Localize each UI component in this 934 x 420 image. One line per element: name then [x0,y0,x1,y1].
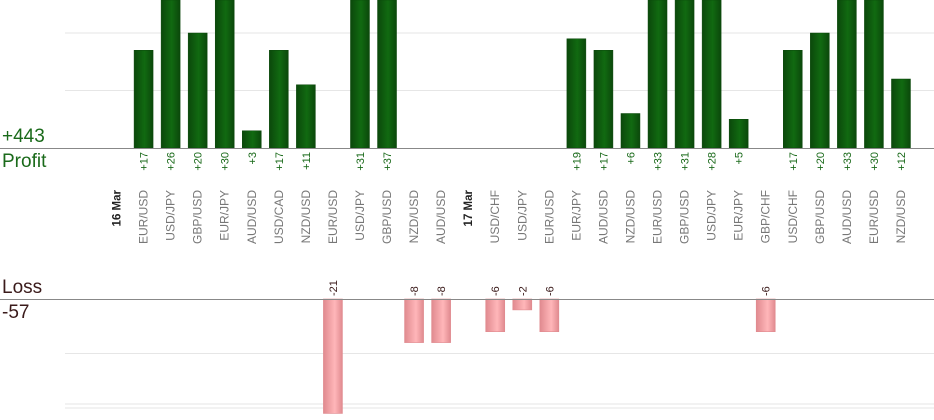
category-label: GBP/USD [813,190,827,244]
category-label: USD/JPY [353,190,367,241]
category-label: EUR/USD [867,190,881,244]
loss-label: Loss [2,277,43,298]
category-label: NZD/USD [299,190,313,244]
category-label: USD/JPY [515,190,529,241]
profit-label: Profit [2,151,47,172]
category-label: GBP/CHF [759,190,773,243]
profit-bar [377,0,397,149]
profit-value-label: +6 [625,152,637,165]
profit-value-label: +17 [139,152,151,171]
profit-value-label: +28 [707,152,719,171]
profit-value-label: +17 [788,152,800,171]
loss-value-label: -6 [544,286,556,296]
profit-value-label: +17 [274,152,286,171]
profit-value-label: +33 [842,152,854,171]
value-labels: +17 +26 +20 +30 +3 +17 +11 -21 +31 +37 -8 -8 -6 -2 -6 +… [139,152,908,296]
profit-bar [647,0,668,149]
profit-value-label: +20 [193,152,205,171]
profit-bar [296,84,316,149]
profit-value-label: +37 [382,152,394,171]
axes [0,148,934,300]
category-label: USD/JPY [705,190,719,241]
category-label: EUR/JPY [732,190,746,241]
category-label: USD/CAD [272,190,286,244]
category-label: GBP/USD [678,190,692,244]
loss-bar [485,298,506,333]
profit-bar [566,38,587,149]
profit-bar [133,50,154,149]
category-label: USD/JPY [164,190,178,241]
category-label: NZD/USD [623,190,637,244]
profit-value-label: +17 [598,152,610,171]
loss-bar [404,298,424,343]
category-label: AUD/USD [434,190,448,244]
profit-value-label: +19 [571,152,583,171]
profit-bar [783,50,803,149]
category-label: AUD/USD [596,190,610,244]
loss-bar [512,298,533,311]
loss-bar [431,298,451,343]
profit-bar [350,0,370,149]
loss-value-label: -21 [328,280,340,296]
category-label: USD/CHF [786,190,800,243]
loss-value-label: -6 [761,286,773,296]
date-marker-label: 17 Mar [463,189,475,226]
profit-bar [891,78,911,149]
profit-value-label: +31 [680,152,692,171]
profit-bar [242,130,262,149]
profit-total: +443 [2,126,45,147]
category-label: USD/CHF [488,190,502,243]
profit-bar [728,119,749,149]
profit-bar [187,32,208,149]
category-label: EUR/JPY [569,190,583,241]
loss-total: -57 [2,302,30,323]
category-label: GBP/USD [191,190,205,244]
profit-value-label: +26 [166,152,178,171]
category-label: NZD/USD [894,190,908,244]
loss-bar [539,298,560,333]
profit-value-label: +20 [815,152,827,171]
category-label: AUD/USD [840,190,854,244]
loss-value-label: -8 [436,286,448,296]
category-label: EUR/USD [651,190,665,244]
date-marker-label: 16 Mar [112,189,124,226]
profit-value-label: +30 [220,152,232,171]
profit-bar [810,32,830,149]
loss-value-label: -6 [490,286,502,296]
loss-bar [323,298,343,414]
profit-bar [701,0,722,149]
profit-bar [593,50,614,149]
category-label: EUR/USD [326,190,340,244]
profit-value-label: +33 [653,152,665,171]
loss-value-label: -8 [409,286,421,296]
profit-value-label: +11 [301,152,313,170]
profit-value-label: +31 [355,152,367,171]
profit-bar [674,0,695,149]
profit-bar [160,0,181,149]
profit-value-label: +5 [734,152,746,165]
category-label: NZD/USD [407,190,421,244]
loss-bar [755,298,776,333]
profit-bar [620,113,641,149]
category-label: EUR/USD [137,190,151,244]
loss-value-label: -2 [517,286,529,296]
category-label: AUD/USD [245,190,259,244]
category-label: EUR/JPY [218,190,232,241]
profit-value-label: +3 [247,152,259,165]
profit-value-label: +12 [896,152,908,171]
profit-bar [269,50,289,149]
profit-value-label: +30 [869,152,881,171]
profit-bar [864,0,884,149]
category-label: EUR/USD [542,190,556,244]
profit-bars [133,0,911,149]
profit-bar [214,0,235,149]
profit-bar [837,0,857,149]
loss-bars [323,298,776,414]
category-labels: 16 Mar EUR/USD USD/JPY GBP/USD EUR/JPY AUD/US… [112,189,908,244]
category-label: GBP/USD [380,190,394,244]
